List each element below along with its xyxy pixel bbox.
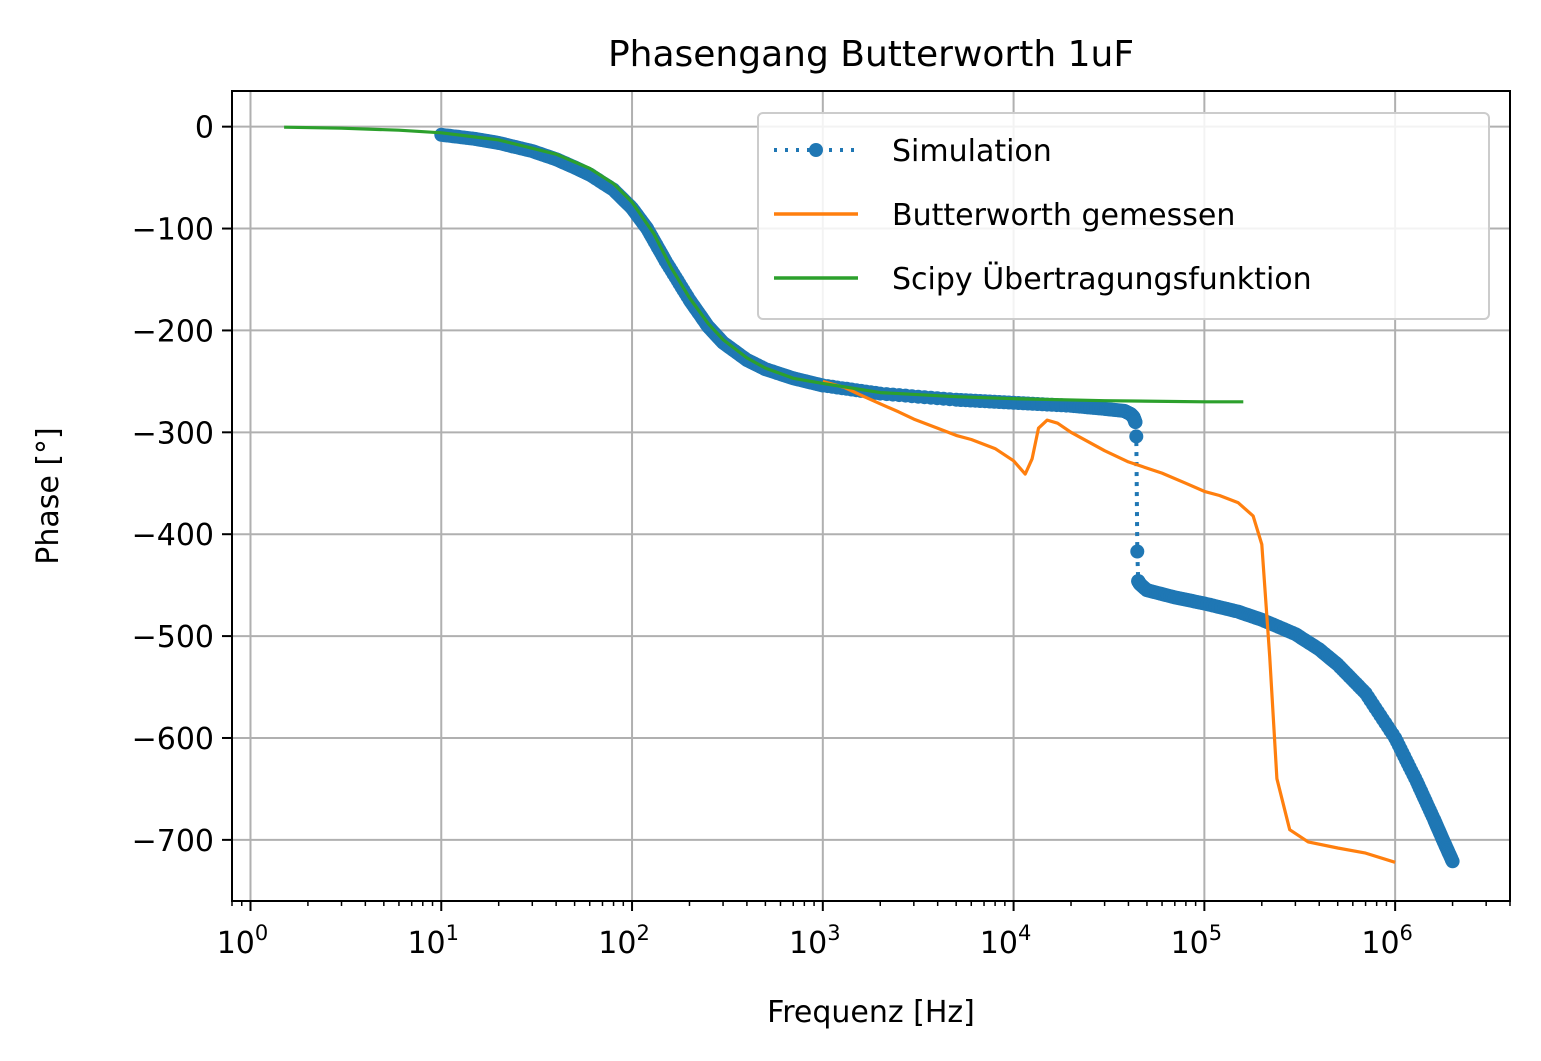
legend-label: Simulation	[892, 134, 1052, 169]
y-tick-label: −400	[132, 518, 214, 553]
legend: Simulation Butterworth gemessen Scipy Über…	[757, 112, 1490, 320]
series-layer	[284, 125, 1460, 869]
legend-entry: Scipy Übertragungsfunktion	[774, 261, 1312, 297]
series-butterworth-gemessen	[822, 379, 1396, 864]
legend-box	[757, 112, 1490, 320]
x-tick-label: 104	[980, 921, 1032, 961]
simulation-point	[1445, 854, 1460, 869]
y-tick-label: −600	[132, 722, 214, 757]
simulation-point	[1129, 429, 1144, 444]
legend-label: Scipy Übertragungsfunktion	[892, 261, 1312, 297]
simulation-jump-line	[1133, 421, 1141, 582]
simulation-point	[1130, 544, 1145, 559]
x-tick-label: 102	[598, 921, 650, 961]
series-scipy-uebertragungsfunktion	[284, 125, 1244, 404]
y-axis-title: Phase [°]	[31, 427, 66, 565]
y-tick-label: −100	[132, 213, 214, 248]
grid	[232, 91, 1510, 901]
chart-title: Phasengang Butterworth 1uF	[608, 34, 1134, 75]
y-tick-label: −300	[132, 416, 214, 451]
legend-entry: Butterworth gemessen	[774, 198, 1235, 233]
y-tick-label: −200	[132, 314, 214, 349]
y-tick-label: 0	[195, 111, 214, 146]
simulation-point	[1131, 574, 1146, 589]
simulation-point	[1128, 415, 1143, 430]
ticks: 100 101 102 103 104 105 1060−100−200−300−400−5…	[132, 111, 1511, 961]
x-axis-title: Frequenz [Hz]	[767, 995, 975, 1030]
y-tick-label: −700	[132, 824, 214, 859]
y-tick-label: −500	[132, 620, 214, 655]
plot-frame	[231, 90, 1511, 902]
legend-entry: Simulation	[774, 134, 1052, 169]
legend-label: Butterworth gemessen	[892, 198, 1235, 233]
legend-swatch-marker	[809, 143, 823, 157]
